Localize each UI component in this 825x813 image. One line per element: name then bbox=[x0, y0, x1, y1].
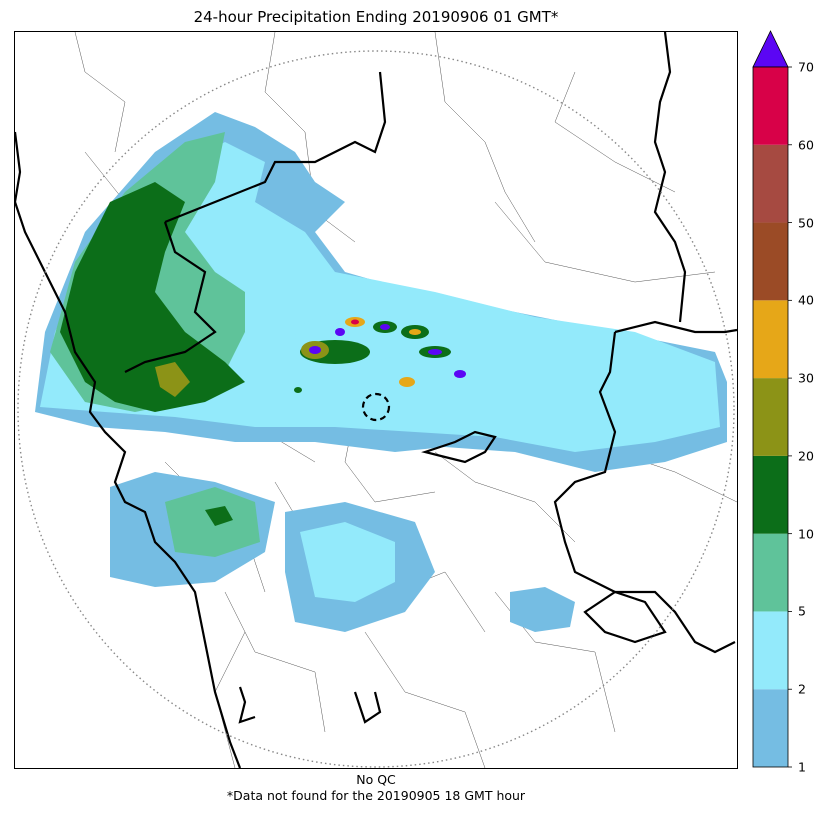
colorbar-tick-label: 50 bbox=[798, 215, 814, 231]
colorbar-extend-triangle bbox=[752, 30, 789, 68]
colorbar-tick-label: 10 bbox=[798, 526, 814, 542]
convective-cluster bbox=[294, 312, 466, 393]
colorbar-svg bbox=[752, 30, 792, 768]
colorbar-band bbox=[753, 144, 788, 223]
radar-map-canvas bbox=[15, 32, 737, 768]
precip-2-5-south bbox=[300, 522, 395, 602]
qc-label: No QC bbox=[356, 772, 396, 787]
colorbar-tick-label: 40 bbox=[798, 292, 814, 308]
colorbar: 1 2 5 10 20 30 40 50 60 70 bbox=[752, 28, 825, 778]
colorbar-band bbox=[753, 533, 788, 612]
radar-map bbox=[14, 31, 738, 769]
colorbar-tick-label: 20 bbox=[798, 448, 814, 464]
colorbar-outline bbox=[752, 66, 789, 768]
precip-10-20-spot bbox=[205, 506, 233, 526]
colorbar-tick-label: 70 bbox=[798, 59, 814, 75]
precip-1-2-southeast bbox=[510, 587, 575, 632]
colorbar-tick-label: 5 bbox=[798, 603, 806, 619]
precip-20-30-west bbox=[155, 362, 190, 397]
colorbar-band bbox=[753, 611, 788, 690]
radar-range-ring bbox=[17, 50, 735, 768]
colorbar-tick-label: 60 bbox=[798, 137, 814, 153]
colorbar-band bbox=[753, 378, 788, 456]
radar-site-marker bbox=[361, 392, 391, 422]
colorbar-band bbox=[753, 689, 788, 767]
precipitation-field bbox=[35, 112, 727, 632]
colorbar-tick-label: 30 bbox=[798, 370, 814, 386]
colorbar-band bbox=[753, 455, 788, 534]
colorbar-tick-label: 2 bbox=[798, 681, 806, 697]
colorbar-band bbox=[753, 300, 788, 379]
precip-10-20-west bbox=[60, 182, 245, 412]
data-note: *Data not found for the 20190905 18 GMT … bbox=[226, 788, 526, 803]
colorbar-band bbox=[753, 222, 788, 301]
state-boundaries bbox=[15, 32, 737, 768]
colorbar-tick-label: 1 bbox=[798, 759, 806, 775]
map-title: 24-hour Precipitation Ending 20190906 01… bbox=[193, 8, 559, 26]
colorbar-band bbox=[753, 67, 788, 145]
